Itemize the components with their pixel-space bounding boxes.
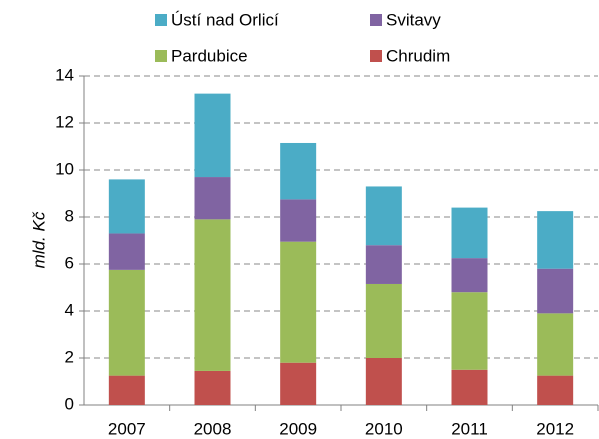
legend-label: Pardubice bbox=[171, 46, 248, 65]
bar-segment bbox=[280, 362, 317, 405]
legend-swatch bbox=[155, 14, 167, 26]
bar-segment bbox=[108, 179, 145, 234]
bar-segment bbox=[365, 358, 402, 405]
y-tick-label: 6 bbox=[65, 253, 74, 272]
bar-segment bbox=[365, 186, 402, 246]
bar-segment bbox=[537, 313, 574, 376]
x-tick-label: 2008 bbox=[194, 419, 232, 438]
bar-segment bbox=[451, 292, 488, 370]
legend-label: Ústí nad Orlicí bbox=[171, 10, 279, 29]
y-tick-label: 4 bbox=[65, 300, 74, 319]
bar-segment bbox=[451, 207, 488, 259]
y-tick-label: 12 bbox=[55, 112, 74, 131]
bar-segment bbox=[365, 245, 402, 284]
bar-segment bbox=[537, 268, 574, 314]
y-axis-label: mld. Kč bbox=[29, 211, 48, 268]
bar-segment bbox=[194, 93, 231, 178]
y-tick-label: 8 bbox=[65, 206, 74, 225]
bar-segment bbox=[451, 258, 488, 293]
bar-segment bbox=[280, 142, 317, 200]
legend-swatch bbox=[370, 50, 382, 62]
bar-segment bbox=[280, 241, 317, 363]
y-tick-label: 2 bbox=[65, 347, 74, 366]
legend-label: Svitavy bbox=[386, 10, 441, 29]
x-tick-label: 2011 bbox=[451, 419, 488, 438]
bar-segment bbox=[451, 369, 488, 405]
bar-segment bbox=[108, 375, 145, 405]
bar-segment bbox=[194, 177, 231, 220]
x-tick-label: 2010 bbox=[365, 419, 403, 438]
bar-segment bbox=[194, 219, 231, 371]
y-tick-label: 10 bbox=[55, 159, 74, 178]
bar-segment bbox=[537, 375, 574, 405]
y-tick-label: 0 bbox=[65, 394, 74, 413]
legend-swatch bbox=[155, 50, 167, 62]
x-tick-label: 2012 bbox=[536, 419, 574, 438]
bar-segment bbox=[537, 211, 574, 269]
y-tick-label: 14 bbox=[55, 65, 74, 84]
x-tick-label: 2007 bbox=[108, 419, 146, 438]
legend-label: Chrudim bbox=[386, 46, 450, 65]
x-tick-label: 2009 bbox=[279, 419, 317, 438]
bar-segment bbox=[108, 269, 145, 376]
bar-segment bbox=[365, 283, 402, 358]
bar-segment bbox=[194, 370, 231, 405]
legend-swatch bbox=[370, 14, 382, 26]
bar-segment bbox=[280, 199, 317, 242]
bar-segment bbox=[108, 233, 145, 270]
